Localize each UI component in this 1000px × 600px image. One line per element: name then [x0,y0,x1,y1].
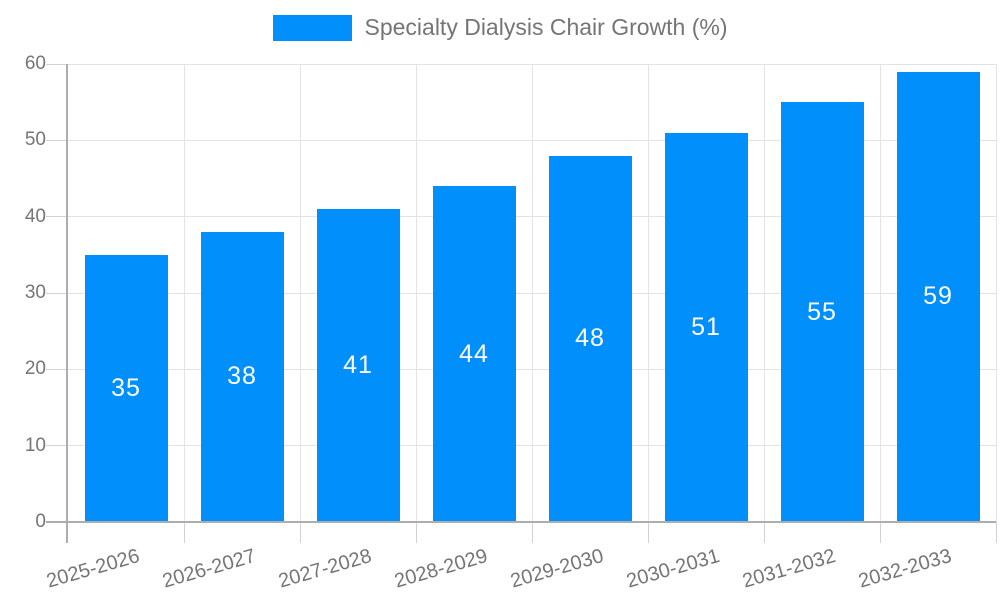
y-axis-tick [46,139,68,141]
y-axis-tick [46,63,68,65]
bar[interactable]: 38 [200,231,284,522]
bar[interactable]: 55 [780,102,864,522]
gridline-vertical [531,64,533,522]
y-axis-tick [46,292,68,294]
y-axis-label: 30 [24,282,46,303]
bar-value-label: 41 [343,351,373,379]
y-axis-label: 40 [24,205,46,227]
gridline-vertical [415,64,417,522]
legend-item[interactable]: Specialty Dialysis Chair Growth (%) [0,14,1000,41]
gridline-vertical [995,64,997,522]
bar-value-label: 48 [575,324,605,353]
bar-value-label: 55 [807,297,837,326]
bar-value-label: 35 [111,373,141,402]
gridline-vertical [763,64,765,522]
y-axis-label: 0 [35,511,46,532]
bar[interactable]: 59 [896,71,980,522]
y-axis-tick [46,368,68,370]
y-axis-label: 10 [24,434,46,456]
bar[interactable]: 35 [84,254,168,522]
y-axis-label: 60 [24,53,46,74]
x-axis-line [46,521,996,523]
y-axis-tick [46,445,68,447]
bar-value-label: 38 [227,362,257,391]
y-axis-label: 20 [24,358,46,380]
x-axis-tick [647,522,649,543]
y-axis-line [66,64,68,543]
bar[interactable]: 44 [432,186,516,522]
x-axis-tick [763,522,765,543]
gridline-vertical [183,64,185,522]
bar-value-label: 59 [923,282,953,311]
legend-swatch [272,14,352,41]
bar[interactable]: 51 [664,132,748,522]
x-axis-tick [995,522,997,543]
x-axis-tick [879,522,881,543]
gridline-vertical [647,64,649,522]
x-axis-tick [531,522,533,543]
legend-label: Specialty Dialysis Chair Growth (%) [364,14,728,40]
x-axis-tick [415,522,417,543]
bar[interactable]: 41 [316,209,400,522]
gridline-vertical [879,64,881,522]
y-axis-label: 50 [24,129,46,151]
x-axis-tick [299,522,301,543]
bar-value-label: 44 [459,339,489,368]
bar[interactable]: 48 [548,155,632,522]
y-axis-tick [46,216,68,218]
gridline-vertical [299,64,301,522]
bar-value-label: 51 [691,312,721,341]
x-axis-tick [183,522,185,543]
